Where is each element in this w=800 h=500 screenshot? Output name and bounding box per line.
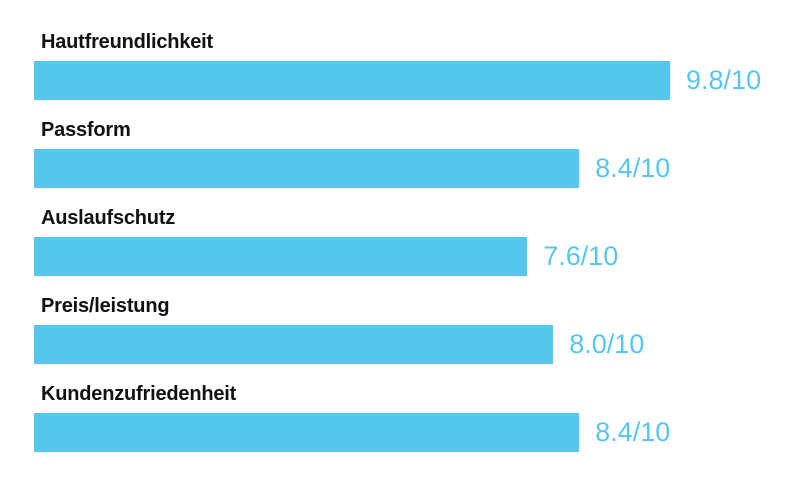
bar-group: Auslaufschutz 7.6/10 [34, 207, 800, 276]
bar [34, 237, 528, 276]
bar-label: Auslaufschutz [41, 207, 176, 229]
bar-row: 8.4/10 [34, 149, 800, 188]
bar-group: Passform 8.4/10 [34, 119, 800, 188]
bar-row: 8.4/10 [34, 413, 800, 452]
bar-label: Kundenzufriedenheit [41, 383, 237, 405]
bar-track [34, 325, 554, 364]
bar [34, 325, 554, 364]
bar-label: Hautfreundlichkeit [41, 31, 213, 53]
bar-value: 8.4/10 [595, 417, 671, 447]
bar-group: Kundenzufriedenheit 8.4/10 [34, 383, 800, 452]
bar-row: 8.0/10 [34, 325, 800, 364]
bar-track [34, 149, 580, 188]
bar-value: 8.0/10 [569, 329, 645, 359]
bar-group: Hautfreundlichkeit 9.8/10 [34, 31, 800, 100]
bar-row: 9.8/10 [34, 61, 800, 100]
bar [34, 61, 671, 100]
bar [34, 413, 580, 452]
bar-track [34, 413, 580, 452]
bar-row: 7.6/10 [34, 237, 800, 276]
bar-label: Passform [41, 119, 131, 141]
bar-value: 8.4/10 [595, 153, 671, 183]
bar-track [34, 237, 528, 276]
bar-group: Preis/leistung 8.0/10 [34, 295, 800, 364]
bar-track [34, 61, 671, 100]
bar-value: 7.6/10 [543, 241, 619, 271]
bar-value: 9.8/10 [686, 65, 762, 95]
bar-label: Preis/leistung [41, 295, 170, 317]
bar [34, 149, 580, 188]
rating-bar-chart: Hautfreundlichkeit 9.8/10 Passform 8.4/10 Au… [34, 31, 800, 452]
